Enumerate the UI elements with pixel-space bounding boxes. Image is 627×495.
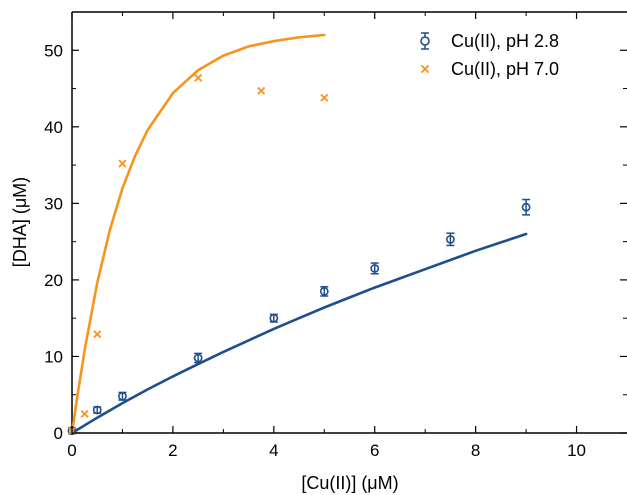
y-tick-label: 40	[44, 118, 63, 137]
data-point-series-2	[80, 409, 89, 418]
legend: Cu(II), pH 2.8 Cu(II), pH 7.0	[420, 31, 559, 79]
x-tick-label: 6	[370, 441, 379, 460]
data-point-series-2	[93, 330, 102, 339]
x-axis-label: [Cu(II)] (μM)	[301, 473, 398, 493]
legend-marker-series-2	[420, 64, 430, 74]
data-point-series-1	[92, 405, 102, 415]
x-marker-stroke	[80, 409, 89, 418]
x-tick-label: 8	[471, 441, 480, 460]
legend-label-series-1: Cu(II), pH 2.8	[451, 31, 559, 51]
legend-marker-series-1	[420, 36, 430, 46]
y-tick-label: 0	[54, 424, 63, 443]
data-point-series-1	[521, 202, 531, 212]
x-marker-stroke	[118, 159, 127, 168]
data-point-series-1	[269, 313, 279, 323]
fit-line-series-1	[70, 232, 528, 435]
x-tick-label: 10	[567, 441, 586, 460]
x-tick-label: 0	[67, 441, 76, 460]
y-tick-label: 10	[44, 347, 63, 366]
data-points	[67, 73, 531, 436]
y-tick-label: 20	[44, 271, 63, 290]
x-tick-label: 4	[269, 441, 278, 460]
tick-marks: 0 2 4 6 8 10 0 10 20 30 40 50	[44, 12, 627, 460]
data-point-series-1	[446, 234, 455, 244]
data-point-series-2	[118, 159, 127, 168]
data-point-series-2	[257, 86, 266, 95]
fit-lines	[70, 33, 528, 435]
x-marker-stroke	[320, 93, 329, 102]
data-point-series-1	[118, 391, 127, 401]
data-point-series-1	[370, 264, 380, 273]
x-marker-stroke	[194, 73, 203, 82]
legend-label-series-2: Cu(II), pH 7.0	[451, 59, 559, 79]
data-point-series-1	[193, 353, 203, 363]
y-tick-label: 30	[44, 194, 63, 213]
fit-line-series-2	[70, 33, 326, 435]
axes	[71, 11, 627, 434]
data-point-series-2	[194, 73, 203, 82]
data-point-series-1	[319, 286, 329, 296]
y-tick-label: 50	[44, 41, 63, 60]
x-marker-stroke	[93, 330, 102, 339]
x-tick-label: 2	[168, 441, 177, 460]
y-axis-label: [DHA] (μM)	[10, 177, 30, 267]
x-marker-stroke	[257, 86, 266, 95]
data-point-series-2	[320, 93, 329, 102]
